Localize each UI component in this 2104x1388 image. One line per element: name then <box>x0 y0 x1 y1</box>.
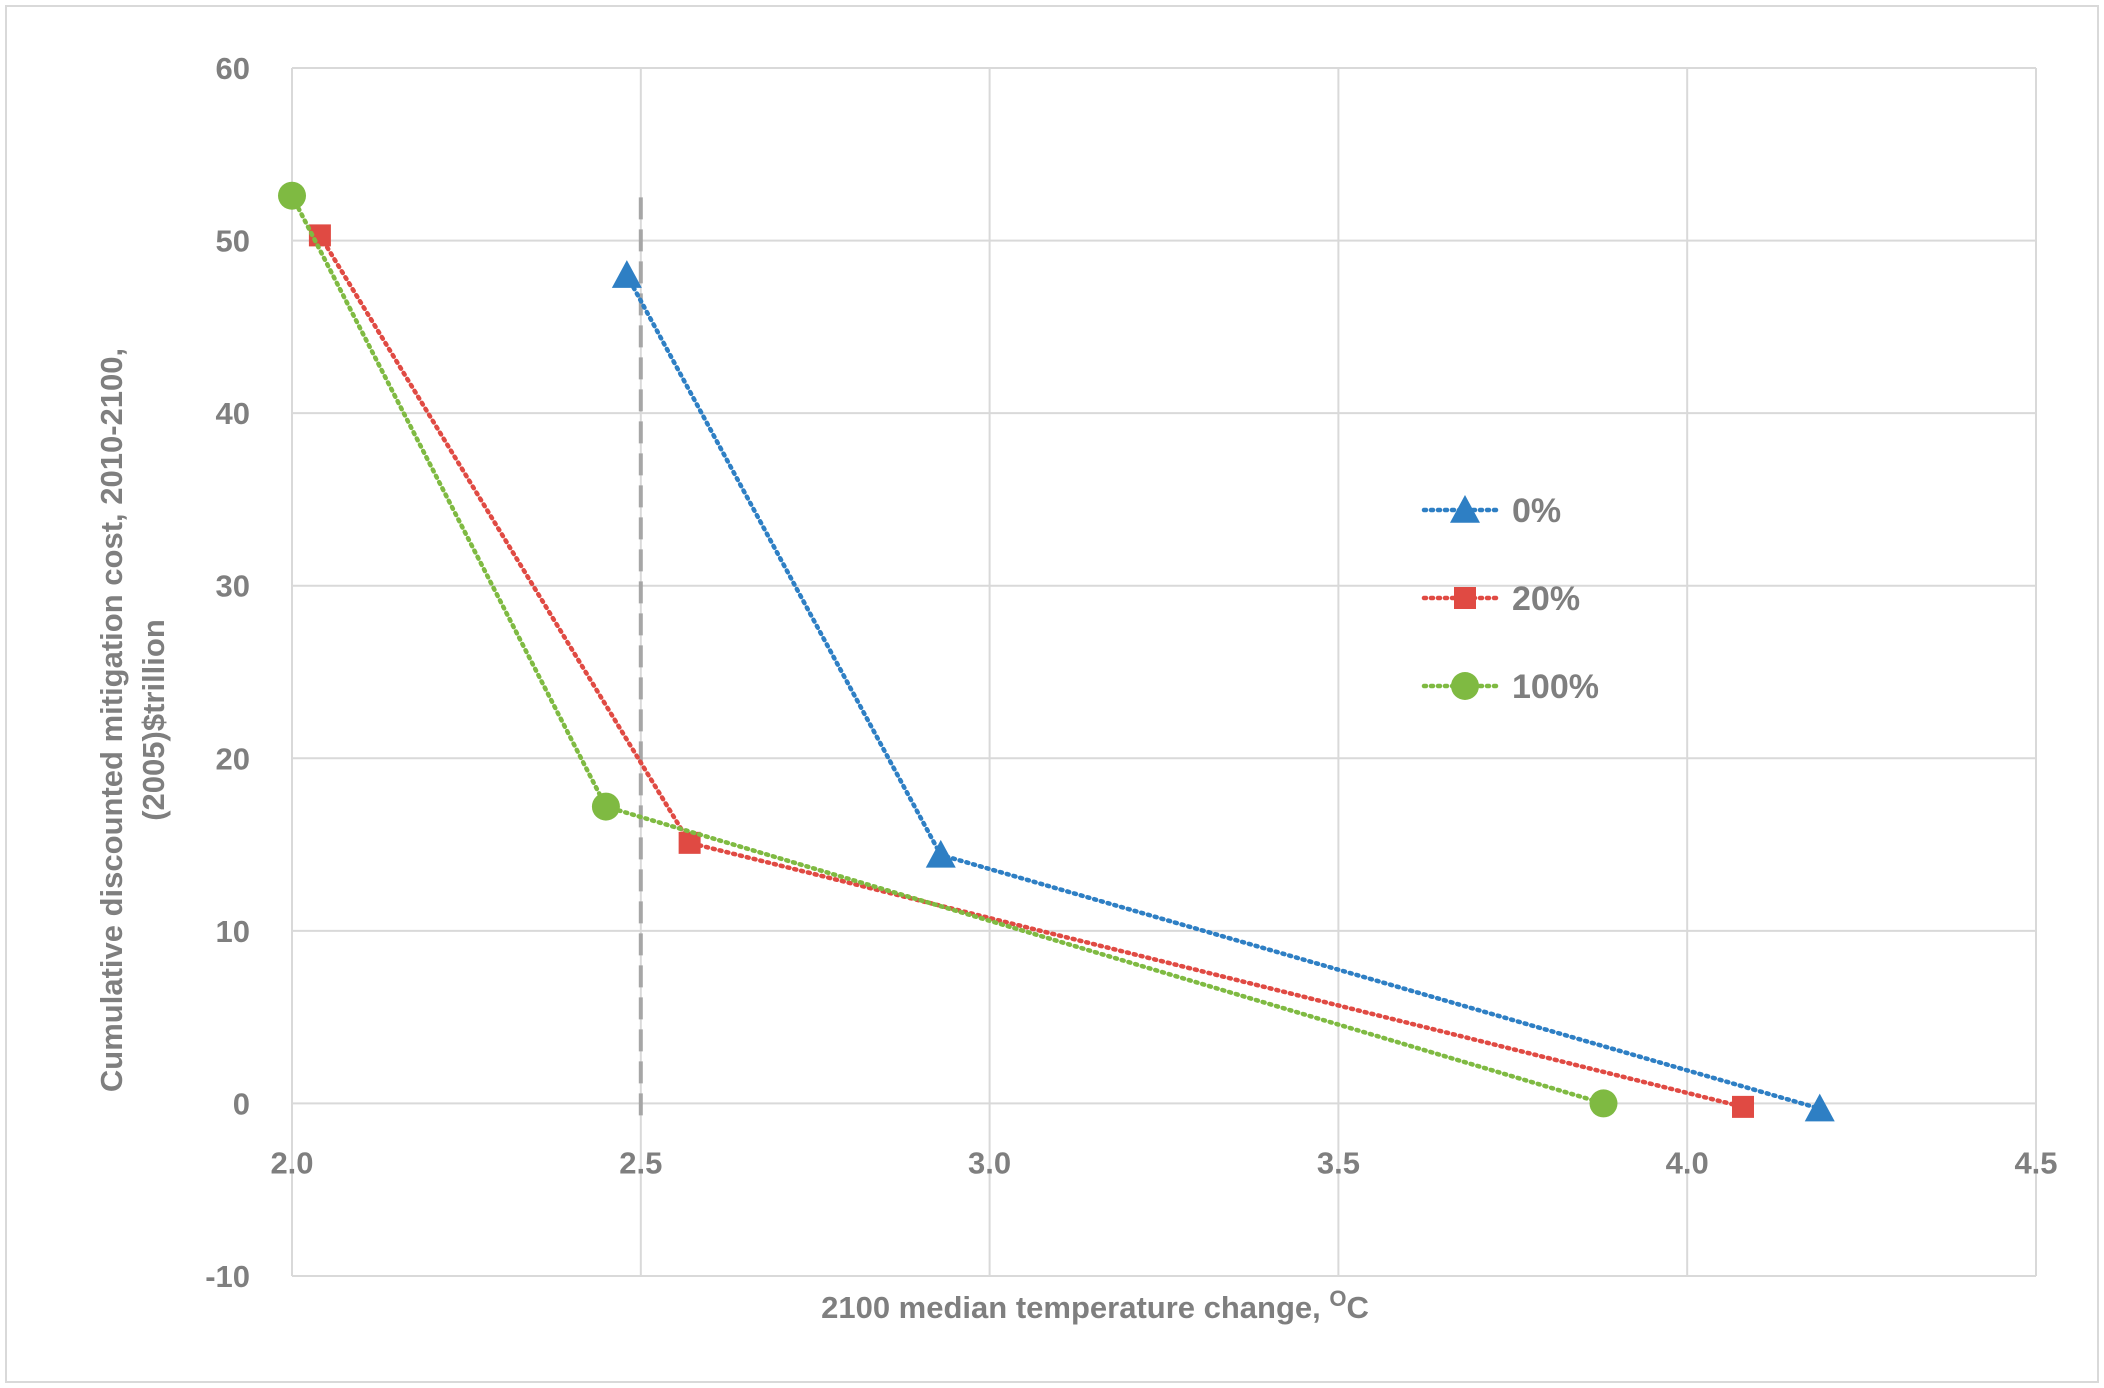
legend-marker-2 <box>1451 672 1479 700</box>
legend-label-1: 20% <box>1512 580 1580 618</box>
x-tick-label-3: 3.5 <box>1317 1145 1360 1180</box>
x-axis-title-unit-sup: O <box>1329 1286 1346 1311</box>
y-tick-label-5: 40 <box>216 396 250 431</box>
x-tick-label-5: 4.5 <box>2014 1145 2057 1180</box>
legend: 0% 20% 100% <box>1421 492 1599 706</box>
y-tick-label-1: 0 <box>233 1086 250 1121</box>
y-tick-label-0: -10 <box>205 1259 250 1294</box>
x-axis-title: 2100 median temperature change, OC <box>821 1286 1369 1325</box>
y-tick-label-6: 50 <box>216 224 250 259</box>
series-2-point-1 <box>591 792 620 821</box>
grid <box>291 67 2037 1277</box>
y-axis-title-line1: Cumulative discounted mitigation cost, 2… <box>94 348 129 1092</box>
x-tick-label-1: 2.5 <box>619 1145 662 1180</box>
x-tick-label-0: 2.0 <box>270 1145 313 1180</box>
y-tick-label-4: 30 <box>216 569 250 604</box>
legend-marker-1 <box>1454 587 1476 609</box>
y-axis-title-line2: (2005)$trillion <box>136 619 171 821</box>
y-tick-label-7: 60 <box>216 51 250 86</box>
series-group <box>278 181 1835 1122</box>
x-tick-label-2: 3.0 <box>968 1145 1011 1180</box>
x-tick-label-4: 4.0 <box>1666 1145 1709 1180</box>
y-axis-title: Cumulative discounted mitigation cost, 2… <box>94 348 171 1092</box>
legend-marker-0 <box>1450 495 1480 523</box>
series-2-point-2 <box>1589 1089 1618 1118</box>
chart-border <box>5 5 2099 1383</box>
x-axis-title-unit: C <box>1347 1290 1369 1325</box>
series-2-point-0 <box>278 181 306 210</box>
series-0-point-2 <box>1804 1093 1835 1122</box>
series-0-point-1 <box>925 839 956 868</box>
series-0-point-0 <box>611 260 642 288</box>
y-tick-label-3: 20 <box>216 741 250 776</box>
tick-labels: 2.0 2.5 3.0 3.5 4.0 4.5 -10 0 10 20 30 40 50 60 <box>205 51 2057 1294</box>
series-1-point-1 <box>678 831 701 854</box>
series-1-point-2 <box>1732 1095 1755 1118</box>
legend-label-2: 100% <box>1512 668 1599 706</box>
y-tick-label-2: 10 <box>216 914 250 949</box>
legend-label-0: 0% <box>1512 492 1561 530</box>
